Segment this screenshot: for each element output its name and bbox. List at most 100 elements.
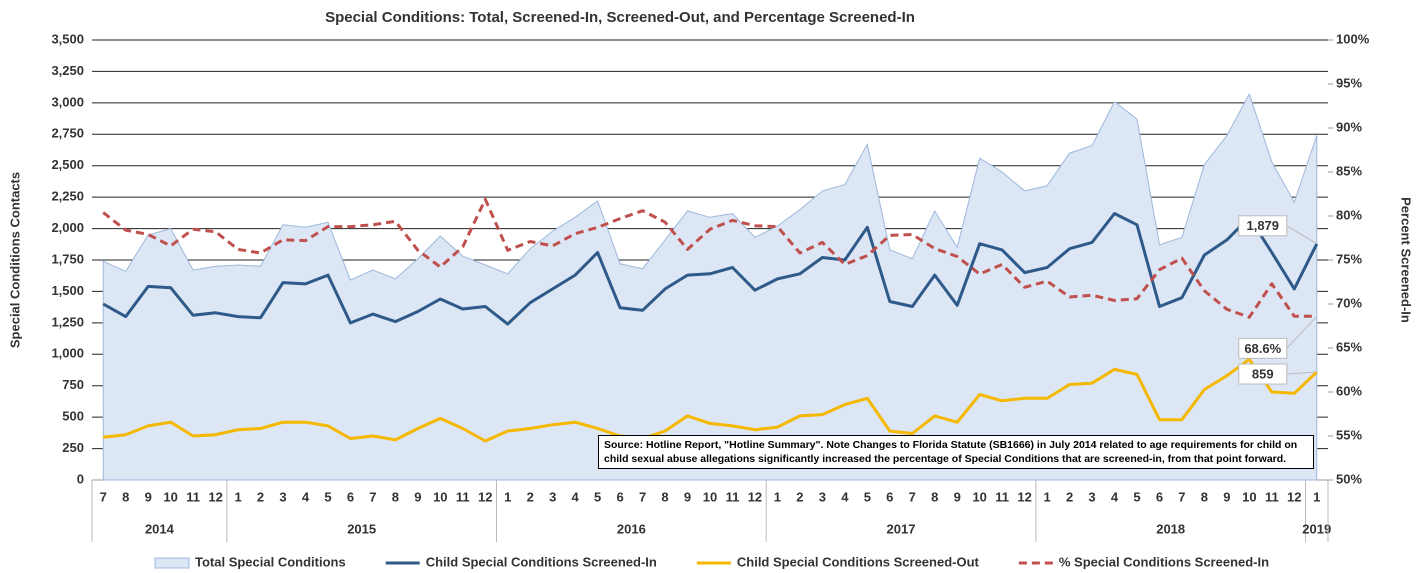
- x-tick-label: 5: [1133, 489, 1140, 504]
- y-tick-label: 750: [62, 377, 84, 392]
- x-tick-label: 9: [414, 489, 421, 504]
- line: [102, 212, 1319, 326]
- x-tick-label: 6: [1156, 489, 1163, 504]
- y-tick-label: 1,500: [51, 283, 84, 298]
- x-tick-label: 12: [208, 489, 222, 504]
- source-note: Source: Hotline Report, "Hotline Summary…: [598, 435, 1314, 469]
- y2-tick-label: 55%: [1336, 427, 1362, 442]
- legend-label: Child Special Conditions Screened-In: [426, 554, 657, 569]
- x-tick-label: 12: [748, 489, 762, 504]
- y-tick-label: 1,000: [51, 346, 84, 361]
- y2-tick-label: 50%: [1336, 471, 1362, 486]
- y2-tick-label: 70%: [1336, 295, 1362, 310]
- line: [102, 197, 1317, 319]
- line: [103, 357, 1318, 443]
- x-tick-label: 7: [1178, 489, 1185, 504]
- x-tick-label: 6: [886, 489, 893, 504]
- x-tick-label: 4: [302, 489, 310, 504]
- x-tick-label: 7: [639, 489, 646, 504]
- y2-tick-label: 90%: [1336, 119, 1362, 134]
- x-tick-label: 10: [163, 489, 177, 504]
- x-tick-label: 11: [1265, 489, 1279, 504]
- x-tick-label: 3: [819, 489, 826, 504]
- y-tick-label: 2,000: [51, 220, 84, 235]
- y2-tick-label: 60%: [1336, 383, 1362, 398]
- y-tick-label: 500: [62, 409, 84, 424]
- x-tick-label: 1: [774, 489, 781, 504]
- x-tick-label: 10: [703, 489, 717, 504]
- y-tick-label: 3,250: [51, 63, 84, 78]
- x-tick-label: 1: [1043, 489, 1050, 504]
- y2-tick-label: 95%: [1336, 75, 1362, 90]
- x-tick-label: 9: [1223, 489, 1230, 504]
- y-tick-label: 2,250: [51, 189, 84, 204]
- callout-box: [1238, 215, 1288, 237]
- x-tick-label: 7: [100, 489, 107, 504]
- y-tick-label: 1,250: [51, 314, 84, 329]
- x-tick-label: 6: [616, 489, 623, 504]
- year-label: 2018: [1156, 521, 1185, 536]
- x-tick-label: 8: [661, 489, 668, 504]
- x-tick-label: 9: [954, 489, 961, 504]
- x-tick-label: 12: [1287, 489, 1301, 504]
- x-tick-label: 11: [995, 489, 1009, 504]
- x-tick-label: 11: [186, 489, 200, 504]
- callout-leader: [1286, 315, 1318, 349]
- x-tick-label: 4: [841, 489, 849, 504]
- chart-title: Special Conditions: Total, Screened-In, …: [325, 9, 915, 26]
- series-group: [102, 92, 1319, 481]
- x-tick-label: 4: [1111, 489, 1119, 504]
- x-tick-label: 1: [1313, 489, 1320, 504]
- x-tick-label: 12: [1017, 489, 1031, 504]
- data-label: 859: [1252, 366, 1274, 381]
- y-tick-label: 1,750: [51, 251, 84, 266]
- x-tick-label: 7: [909, 489, 916, 504]
- callout-leader: [1286, 225, 1318, 245]
- y2-tick-label: 75%: [1336, 251, 1362, 266]
- y-tick-label: 3,500: [51, 31, 84, 46]
- data-label: 68.6%: [1244, 341, 1281, 356]
- x-tick-label: 3: [1088, 489, 1095, 504]
- x-tick-label: 9: [684, 489, 691, 504]
- x-tick-label: 5: [594, 489, 601, 504]
- x-tick-label: 2: [527, 489, 534, 504]
- x-tick-label: 10: [433, 489, 447, 504]
- y-tick-label: 2,500: [51, 157, 84, 172]
- y-axis-label: Special Conditions Contacts: [7, 172, 22, 348]
- x-tick-label: 6: [347, 489, 354, 504]
- y-tick-label: 250: [62, 440, 84, 455]
- x-tick-label: 3: [549, 489, 556, 504]
- x-tick-label: 8: [392, 489, 399, 504]
- y2-tick-label: 85%: [1336, 163, 1362, 178]
- callout-box: [1238, 363, 1288, 385]
- x-tick-label: 5: [864, 489, 871, 504]
- callout-leader: [1286, 371, 1317, 375]
- x-tick-label: 2: [257, 489, 264, 504]
- x-tick-label: 12: [478, 489, 492, 504]
- x-tick-label: 1: [504, 489, 511, 504]
- data-label: 1,879: [1246, 218, 1279, 233]
- legend-label: % Special Conditions Screened-In: [1059, 554, 1269, 569]
- callout-box: [1238, 337, 1288, 359]
- year-label: 2017: [887, 521, 916, 536]
- x-tick-label: 2: [1066, 489, 1073, 504]
- legend-label: Child Special Conditions Screened-Out: [737, 554, 980, 569]
- x-tick-label: 11: [456, 489, 470, 504]
- x-tick-label: 11: [726, 489, 740, 504]
- year-label: 2016: [617, 521, 646, 536]
- y2-tick-label: 100%: [1336, 31, 1370, 46]
- x-tick-label: 10: [972, 489, 986, 504]
- x-tick-label: 3: [279, 489, 286, 504]
- x-tick-label: 2: [796, 489, 803, 504]
- y-tick-label: 0: [77, 471, 84, 486]
- x-tick-label: 8: [1201, 489, 1208, 504]
- y2-tick-label: 80%: [1336, 207, 1362, 222]
- y-tick-label: 2,750: [51, 126, 84, 141]
- area: [102, 92, 1318, 481]
- x-tick-label: 9: [145, 489, 152, 504]
- y-tick-label: 3,000: [51, 94, 84, 109]
- year-label: 2019: [1302, 521, 1331, 536]
- year-label: 2014: [145, 521, 175, 536]
